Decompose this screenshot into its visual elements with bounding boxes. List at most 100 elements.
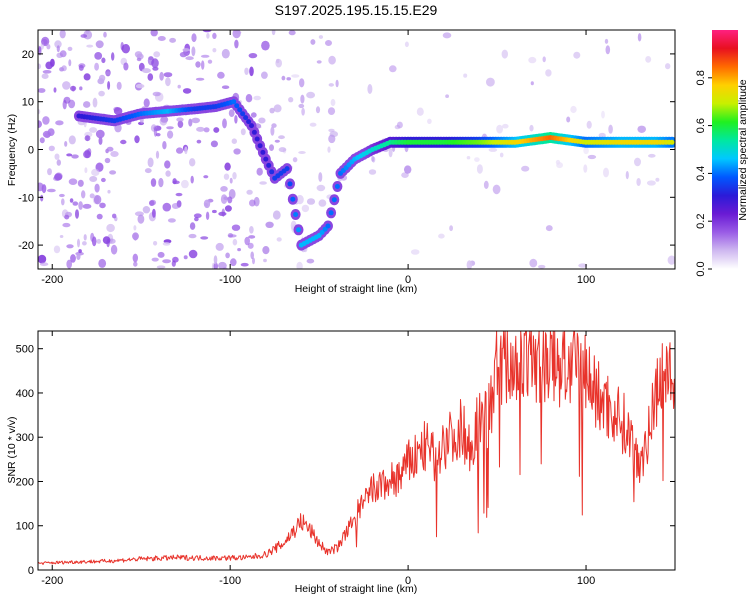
spectrogram-speckle xyxy=(99,202,106,209)
spectrogram-speckle xyxy=(315,106,321,114)
spectrogram-speckle xyxy=(135,83,145,89)
spectrogram-speckle xyxy=(646,180,656,186)
spectrogram-speckle xyxy=(96,213,103,220)
spectrogram-speckle xyxy=(298,151,306,154)
spectrogram-speckle xyxy=(225,252,230,259)
spectrogram-speckle xyxy=(92,97,98,108)
spectrogram-x-label: Height of straight line (km) xyxy=(295,283,418,295)
spectrogram-speckle xyxy=(62,81,71,90)
spectrogram-speckle xyxy=(147,56,155,66)
spectrogram-speckle xyxy=(116,81,122,90)
spectrogram-speckle xyxy=(306,91,315,99)
spectrogram-speckle xyxy=(53,87,57,93)
spectrogram-speckle xyxy=(667,255,675,265)
spectrogram-speckle xyxy=(196,139,202,144)
spectrogram-speckle xyxy=(449,225,453,232)
spectrogram-speckle xyxy=(269,144,274,152)
spectrogram-speckle xyxy=(176,147,184,154)
spectrogram-speckle xyxy=(608,124,613,134)
spectrogram-ridge-core xyxy=(287,181,293,187)
spectrogram-speckle xyxy=(273,104,282,113)
spectrogram-speckle xyxy=(634,157,641,167)
spectrogram-speckle xyxy=(94,62,99,71)
spectrogram-speckle xyxy=(62,222,71,228)
spectrogram-speckle xyxy=(258,117,266,124)
snr-panel: -200 -100 0 100 0 100 200 300 400 500 Height of … xyxy=(6,330,676,595)
spectrogram-speckle xyxy=(212,32,217,40)
spectrogram-speckle xyxy=(166,126,174,130)
spectrogram-ridge-core xyxy=(334,184,340,189)
colorbar-tick-label: 0.4 xyxy=(695,166,707,181)
spectrogram-speckle xyxy=(228,109,235,117)
spectrogram-x-ticks: -200 -100 0 100 xyxy=(41,30,595,286)
spectrogram-speckle xyxy=(261,40,270,51)
y-tick-label: -10 xyxy=(18,192,34,204)
spectrogram-speckle xyxy=(200,54,210,58)
spectrogram-speckle xyxy=(318,35,323,39)
spectrogram-speckle xyxy=(153,241,158,246)
spectrogram-ridge-core xyxy=(316,233,322,238)
spectrogram-speckle xyxy=(133,225,137,231)
spectrogram-speckle xyxy=(54,173,63,181)
spectrogram-speckle xyxy=(605,45,611,55)
spectrogram-speckle xyxy=(301,107,305,116)
spectrogram-speckle xyxy=(231,138,237,144)
spectrogram-speckle xyxy=(77,179,84,187)
spectrogram-ridge-core xyxy=(328,210,334,216)
spectrogram-speckle xyxy=(109,170,117,175)
spectrogram-speckle xyxy=(229,177,233,184)
spectrogram-speckle xyxy=(203,199,211,209)
spectrogram-ridge-core xyxy=(249,123,254,129)
spectrogram-speckle xyxy=(155,150,160,159)
spectrogram-speckle xyxy=(249,226,254,234)
spectrogram-speckle xyxy=(521,165,530,172)
spectrogram-speckle xyxy=(655,177,660,182)
y-tick-label: 500 xyxy=(16,344,34,356)
spectrogram-speckle xyxy=(133,261,138,267)
spectrogram-speckle xyxy=(66,259,72,269)
spectrogram-speckle xyxy=(310,39,316,45)
spectrogram-speckle xyxy=(486,77,495,87)
snr-y-ticks: 0 100 200 300 400 500 xyxy=(16,344,675,577)
spectrogram-ridge-core xyxy=(251,129,257,135)
spectrogram-speckle xyxy=(182,88,192,94)
spectrogram-speckle xyxy=(301,204,310,213)
spectrogram-speckle xyxy=(263,258,267,263)
spectrogram-speckle xyxy=(78,63,86,69)
spectrogram-speckle xyxy=(54,40,62,49)
spectrogram-speckle xyxy=(191,46,196,57)
spectrogram-speckle xyxy=(98,258,107,268)
spectrogram-speckle xyxy=(499,152,504,158)
spectrogram-speckle xyxy=(83,73,91,81)
spectrogram-speckle xyxy=(250,112,257,118)
spectrogram-speckle xyxy=(196,126,205,132)
spectrogram-speckle xyxy=(213,255,218,265)
x-tick-label: 0 xyxy=(405,274,411,286)
spectrogram-speckle xyxy=(54,153,60,160)
spectrogram-speckle xyxy=(245,94,253,103)
spectrogram-speckle xyxy=(306,198,316,205)
x-tick-label: -200 xyxy=(41,575,63,587)
spectrogram-speckle xyxy=(42,70,52,74)
spectrogram-speckle xyxy=(179,51,187,58)
spectrogram-speckle xyxy=(288,97,294,103)
spectrogram-speckle xyxy=(182,48,190,52)
spectrogram-speckle xyxy=(222,118,227,129)
spectrogram-speckle xyxy=(77,238,80,248)
spectrogram-speckle xyxy=(645,56,652,63)
spectrogram-ridge-core xyxy=(254,136,260,142)
spectrogram-speckle xyxy=(201,60,205,70)
x-tick-label: -100 xyxy=(219,274,241,286)
spectrogram-speckle xyxy=(601,110,605,119)
spectrogram-speckle xyxy=(66,244,74,249)
spectrogram-speckle xyxy=(106,223,115,233)
spectrogram-speckle xyxy=(156,265,166,269)
spectrogram-speckle xyxy=(501,49,508,59)
spectrogram-speckle xyxy=(271,30,276,36)
spectrogram-speckle xyxy=(47,168,52,176)
spectrogram-speckle xyxy=(438,233,445,239)
spectrogram-ridge-core xyxy=(269,169,275,175)
spectrogram-speckle xyxy=(291,74,300,78)
snr-x-label: Height of straight line (km) xyxy=(295,583,418,595)
spectrogram-speckle xyxy=(194,216,199,222)
